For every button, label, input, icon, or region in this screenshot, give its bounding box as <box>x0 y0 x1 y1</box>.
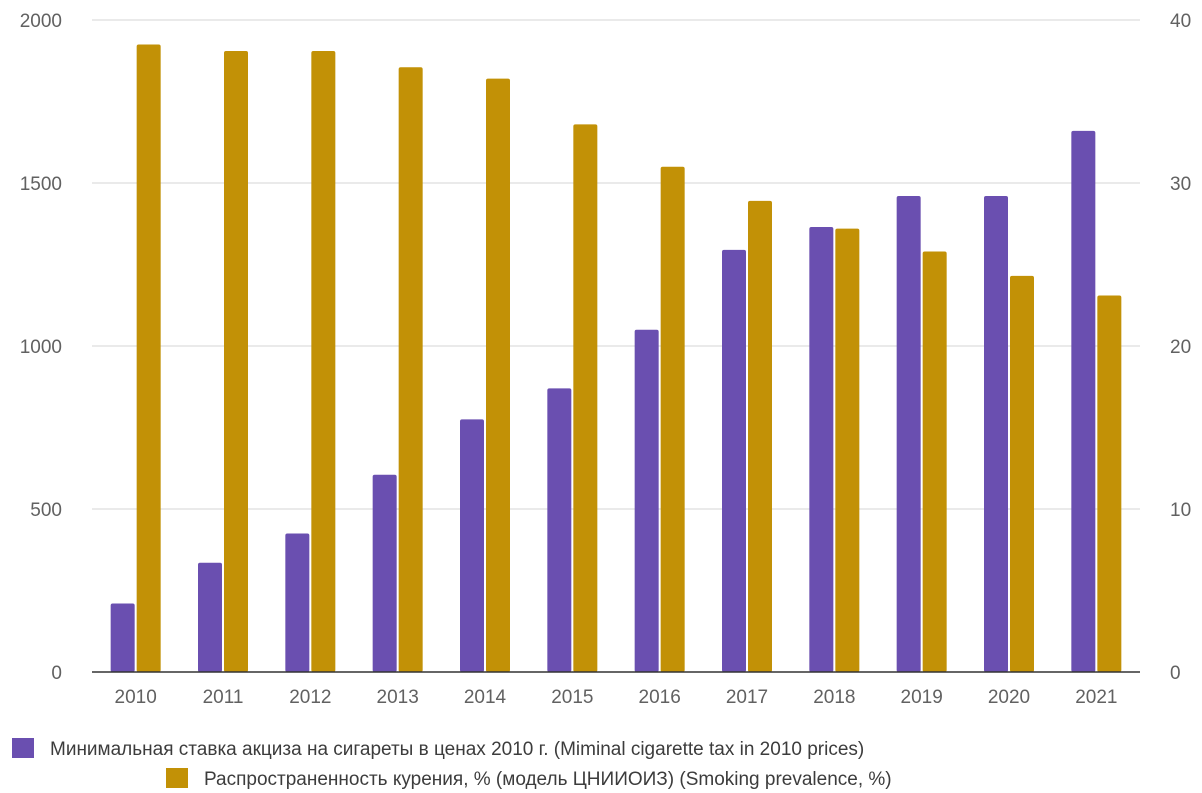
bar-prevalence-2021 <box>1097 295 1122 672</box>
y-axis-left: 0 500 1000 1500 2000 <box>20 11 62 684</box>
legend-swatch-1 <box>166 768 188 788</box>
legend-label-0: Минимальная ставка акциза на сигареты в … <box>50 739 864 760</box>
y-right-tick-label: 20 <box>1170 337 1191 358</box>
y-right-tick-label: 40 <box>1170 11 1191 32</box>
y-left-tick-label: 2000 <box>20 11 62 32</box>
gridlines <box>92 19 1140 510</box>
x-tick-label: 2016 <box>639 687 681 708</box>
x-tick-label: 2012 <box>289 687 331 708</box>
bar-tax-2021 <box>1071 130 1096 673</box>
bar-tax-2012 <box>285 533 310 672</box>
legend-label-1: Распространенность курения, % (модель ЦН… <box>204 769 892 790</box>
x-tick-label: 2019 <box>901 687 943 708</box>
bar-tax-2014 <box>460 419 484 672</box>
bars <box>110 44 1122 673</box>
y-left-tick-label: 0 <box>51 663 62 684</box>
bar-prevalence-2010 <box>136 44 161 672</box>
legend: Минимальная ставка акциза на сигареты в … <box>12 738 892 790</box>
x-tick-label: 2011 <box>203 687 244 708</box>
bar-tax-2018 <box>809 227 834 672</box>
bar-tax-2010 <box>110 603 135 672</box>
bar-tax-2013 <box>372 474 397 672</box>
bar-tax-2015 <box>547 388 572 672</box>
y-axis-right: 0 10 20 30 40 <box>1170 11 1191 684</box>
x-tick-label: 2014 <box>464 687 507 708</box>
bar-prevalence-2017 <box>748 200 772 672</box>
bar-tax-2011 <box>198 562 222 672</box>
bar-prevalence-2013 <box>398 67 423 672</box>
x-tick-label: 2015 <box>551 687 593 708</box>
legend-swatch-0 <box>12 738 34 758</box>
bar-tax-2019 <box>896 196 921 673</box>
y-left-tick-label: 1000 <box>20 337 62 358</box>
y-left-tick-label: 1500 <box>20 174 62 195</box>
x-tick-label: 2020 <box>988 687 1030 708</box>
y-right-tick-label: 10 <box>1170 500 1191 521</box>
x-axis: 2010 2011 2012 2013 2014 2015 2016 2017 2018 2019… <box>92 671 1140 708</box>
bar-prevalence-2019 <box>922 251 947 672</box>
bar-tax-2016 <box>634 329 659 672</box>
x-tick-label: 2017 <box>726 687 768 708</box>
x-tick-label: 2018 <box>813 687 855 708</box>
bar-prevalence-2011 <box>224 50 248 673</box>
y-left-tick-label: 500 <box>30 500 62 521</box>
bar-prevalence-2020 <box>1010 275 1034 672</box>
bar-tax-2020 <box>984 196 1008 673</box>
x-tick-label: 2021 <box>1075 687 1117 708</box>
bar-prevalence-2016 <box>660 166 685 672</box>
bar-prevalence-2014 <box>486 78 510 673</box>
y-right-tick-label: 0 <box>1170 663 1181 684</box>
y-right-tick-label: 30 <box>1170 174 1191 195</box>
x-tick-label: 2013 <box>377 687 419 708</box>
bar-prevalence-2015 <box>573 124 598 672</box>
x-tick-label: 2010 <box>115 687 157 708</box>
bar-tax-2017 <box>722 249 746 672</box>
bar-prevalence-2018 <box>835 228 860 672</box>
bar-prevalence-2012 <box>311 50 336 673</box>
